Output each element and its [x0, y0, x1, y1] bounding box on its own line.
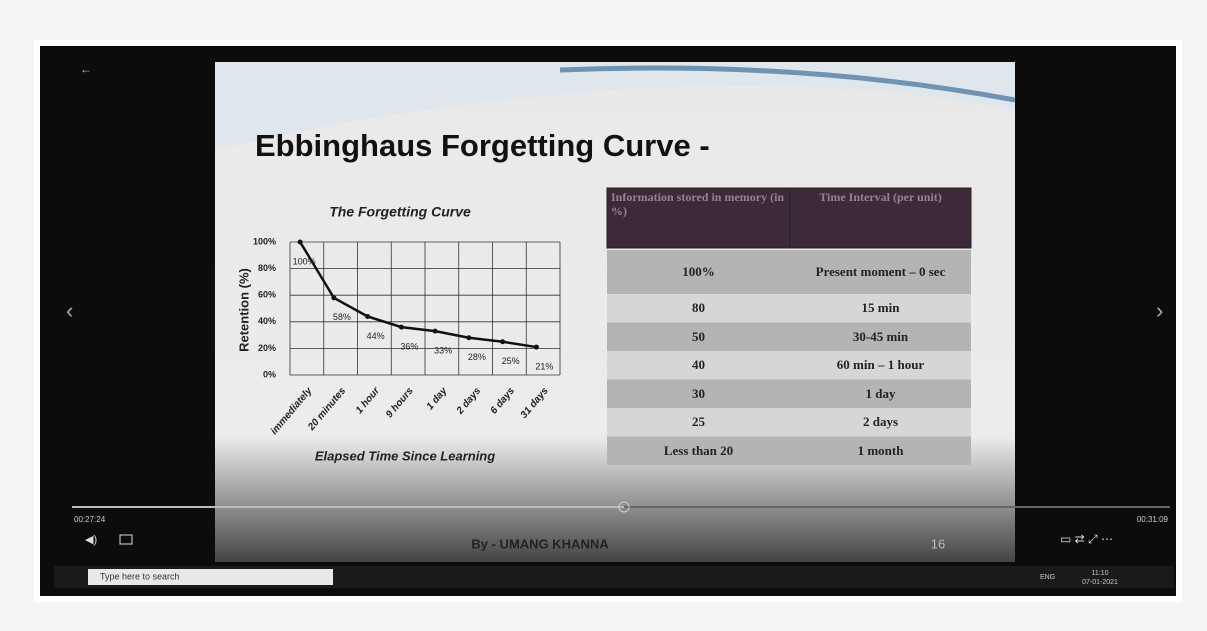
table-header-text: Time Interval (per unit) — [794, 190, 967, 246]
table-cell-text: 15 min — [794, 294, 967, 323]
data-label: 33% — [434, 345, 452, 355]
point — [298, 240, 303, 245]
volume-button[interactable]: ◀) — [85, 534, 97, 546]
table: Information stored in memory (in %) Time … — [607, 188, 971, 465]
data-label: 58% — [333, 312, 351, 322]
y-tick-label: 100% — [253, 236, 276, 246]
cell-text: 40 — [611, 351, 786, 380]
x-axis-label: Elapsed Time Since Learning — [315, 448, 495, 463]
data-label: 28% — [468, 352, 486, 362]
table-cell-text: 1 month — [794, 437, 967, 466]
cell-text: 1 day — [794, 380, 967, 409]
elapsed-time: 00:27:24 — [74, 515, 106, 524]
point — [534, 345, 539, 350]
y-tick-label: 60% — [258, 290, 276, 300]
table-cell-text: 1 day — [794, 380, 967, 409]
table-cell-text: 80 — [611, 294, 786, 323]
table-cell-text: 50 — [611, 323, 786, 352]
cell-text: 2 days — [794, 408, 967, 437]
cell-text: 60 min – 1 hour — [794, 351, 967, 380]
table-header-text: Information stored in memory (in %) — [611, 190, 786, 246]
table-cell-text: 30 — [611, 380, 786, 409]
cell-text: 30 — [611, 380, 786, 409]
cell-text: Less than 20 — [611, 437, 786, 466]
slide-number: 16 — [931, 536, 945, 551]
cell-text: 100% — [611, 250, 786, 294]
cell-text: 1 month — [794, 437, 967, 466]
data-label: 44% — [367, 331, 385, 341]
table-cell-text: 60 min – 1 hour — [794, 351, 967, 380]
screenshot: Ebbinghaus Forgetting Curve - ← ‹ › 00:2… — [0, 0, 1207, 631]
point — [331, 295, 336, 300]
chart-title: The Forgetting Curve — [329, 204, 471, 220]
data-label: 36% — [400, 341, 418, 351]
prev-button[interactable]: ‹ — [66, 298, 73, 323]
point — [433, 329, 438, 334]
data-label: 25% — [502, 356, 520, 366]
cell-text: Present moment – 0 sec — [794, 250, 967, 294]
y-axis-label: Retention (%) — [236, 268, 251, 352]
table-cell-text: 2 days — [794, 408, 967, 437]
clock-time: 11:10 — [1092, 570, 1109, 577]
header-text: Information stored in memory (in %) — [611, 190, 786, 218]
back-button[interactable]: ← — [80, 62, 92, 76]
cell-text: 30-45 min — [794, 323, 967, 352]
table-cell-text: 25 — [611, 408, 786, 437]
duration: 00:31:09 — [1137, 515, 1169, 524]
table-cell-text: 30-45 min — [794, 323, 967, 352]
table-cell-text: 100% — [611, 250, 786, 294]
y-tick-label: 20% — [258, 343, 276, 353]
cell-text: 15 min — [794, 294, 967, 323]
y-tick-label: 0% — [263, 369, 276, 379]
point — [500, 339, 505, 344]
point — [399, 325, 404, 330]
header-text: Time Interval (per unit) — [794, 190, 967, 204]
player-controls[interactable]: ▭ ⇄ ⤢ ⋯ — [1060, 532, 1113, 546]
cell-text: 25 — [611, 408, 786, 437]
cell-text: 80 — [611, 294, 786, 323]
search-placeholder[interactable]: Type here to search — [100, 571, 180, 581]
y-tick-label: 80% — [258, 263, 276, 273]
y-tick-label: 40% — [258, 316, 276, 326]
data-label: 21% — [535, 361, 553, 371]
slide-footer: By - UMANG KHANNA — [471, 536, 609, 551]
table-cell-text: Less than 20 — [611, 437, 786, 466]
point — [466, 335, 471, 340]
slide-title: Ebbinghaus Forgetting Curve - — [255, 128, 710, 163]
table-cell-text: Present moment – 0 sec — [794, 250, 967, 294]
data-label: 100% — [293, 256, 316, 266]
language: ENG — [1040, 574, 1055, 581]
table-cell-text: 40 — [611, 351, 786, 380]
point — [365, 314, 370, 319]
next-button[interactable]: › — [1156, 298, 1163, 323]
cell-text: 50 — [611, 323, 786, 352]
clock-date: 07-01-2021 — [1082, 579, 1118, 586]
